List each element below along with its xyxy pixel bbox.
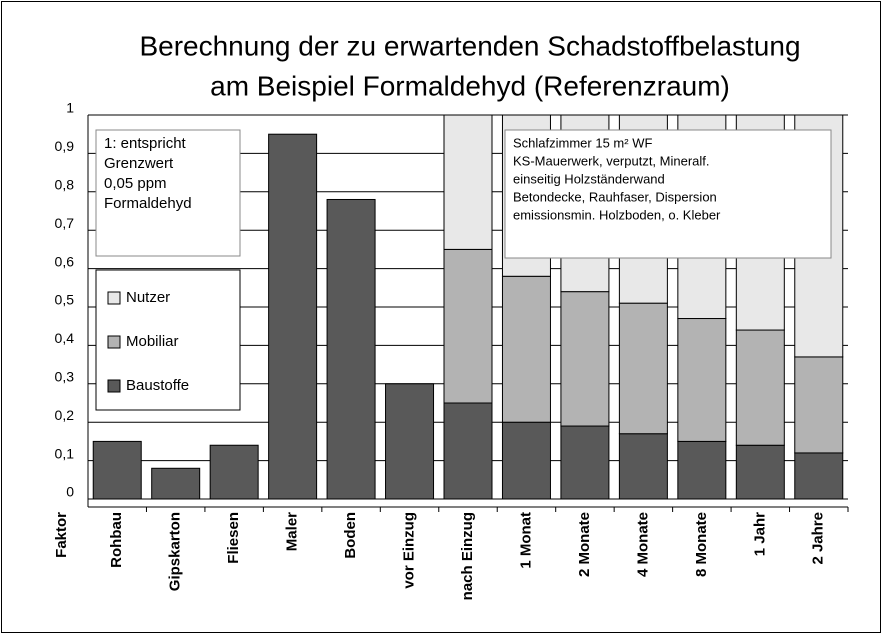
bar-segment xyxy=(443,114,493,250)
x-tick-label: 2 Jahre xyxy=(810,512,827,565)
x-tick-label: Fliesen xyxy=(225,512,242,564)
y-tick-label: 0,1 xyxy=(55,445,75,461)
bar-segment xyxy=(501,275,551,423)
bar-segment xyxy=(735,444,785,500)
bar-segment xyxy=(618,433,668,500)
bar-segment xyxy=(735,329,785,446)
y-tick-label: 0,7 xyxy=(55,215,75,231)
x-tick-label: 2 Monate xyxy=(576,512,593,577)
chart-title: am Beispiel Formaldehyd (Referenzraum) xyxy=(210,70,730,101)
annotation-text: 0,05 ppm xyxy=(104,175,167,192)
x-tick-label: nach Einzug xyxy=(459,512,476,600)
annotation-text: emissionsmin. Holzboden, o. Kleber xyxy=(513,207,721,222)
bar-segment xyxy=(677,318,727,442)
annotation-text: Grenzwert xyxy=(104,155,174,172)
annotation-text: 1: entspricht xyxy=(104,135,187,152)
annotation-text: Formaldehyd xyxy=(104,195,192,212)
x-tick-label: Gipskarton xyxy=(167,512,184,591)
y-tick-label: 1 xyxy=(66,100,74,116)
chart-title: Berechnung der zu erwartenden Schadstoff… xyxy=(139,30,800,61)
legend-swatch xyxy=(107,291,121,305)
x-tick-label: 8 Monate xyxy=(693,512,710,577)
annotation-text: einseitig Holzständerwand xyxy=(513,171,665,186)
bar-segment xyxy=(794,452,844,500)
x-tick-label: Rohbau xyxy=(108,512,125,568)
legend-label: Mobiliar xyxy=(126,333,179,350)
bar-segment xyxy=(92,440,142,500)
bar-segment xyxy=(268,133,318,500)
annotation-text: KS-Mauerwerk, verputzt, Mineralf. xyxy=(513,153,710,168)
y-tick-label: 0,4 xyxy=(55,330,75,346)
x-tick-label: 4 Monate xyxy=(634,512,651,577)
bar-segment xyxy=(326,198,376,500)
y-tick-label: 0,8 xyxy=(55,177,75,193)
annotation-text: Betondecke, Rauhfaser, Dispersion xyxy=(513,189,717,204)
y-tick-label: 0,5 xyxy=(55,292,75,308)
legend-swatch xyxy=(107,379,121,393)
y-tick-label: 0,6 xyxy=(55,253,75,269)
bar-segment xyxy=(385,383,435,500)
annotation-box xyxy=(95,129,241,257)
x-tick-label: Boden xyxy=(342,512,359,559)
annotation-text: Schlafzimmer 15 m² WF xyxy=(513,135,652,150)
bar-segment xyxy=(501,421,551,500)
x-tick-label: vor Einzug xyxy=(401,512,418,589)
legend-label: Baustoffe xyxy=(126,377,189,394)
x-tick-label: 1 Monat xyxy=(517,512,534,569)
annotation-box xyxy=(504,129,832,259)
y-axis-label: Faktor xyxy=(53,512,70,558)
bar-segment xyxy=(794,356,844,454)
bar-segment xyxy=(618,302,668,435)
bar-segment xyxy=(560,425,610,500)
y-tick-label: 0,3 xyxy=(55,369,75,385)
bar-segment xyxy=(443,248,493,404)
y-tick-label: 0 xyxy=(66,484,74,500)
legend-label: Nutzer xyxy=(126,289,170,306)
x-tick-label: Maler xyxy=(284,512,301,551)
legend-swatch xyxy=(107,335,121,349)
bar-segment xyxy=(677,440,727,500)
y-tick-label: 0,9 xyxy=(55,138,75,154)
bar-segment xyxy=(151,467,201,500)
bar-segment xyxy=(209,444,259,500)
x-tick-label: 1 Jahr xyxy=(751,512,768,556)
bar-segment xyxy=(443,402,493,500)
y-tick-label: 0,2 xyxy=(55,407,75,423)
bar-segment xyxy=(560,291,610,427)
